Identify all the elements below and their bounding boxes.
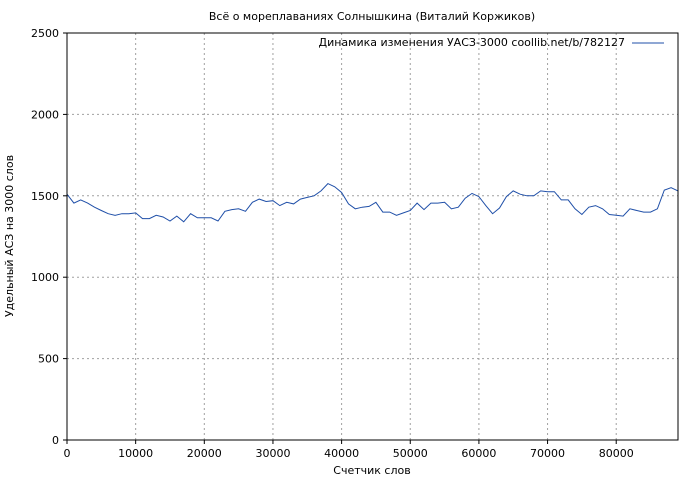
x-tick-label: 40000	[324, 447, 359, 460]
series-layer	[66, 182, 679, 223]
x-tick-label: 30000	[255, 447, 290, 460]
y-tick-label: 500	[38, 353, 59, 366]
x-tick-label: 70000	[530, 447, 565, 460]
y-tick-label: 2000	[31, 108, 59, 121]
x-tick-label: 20000	[187, 447, 222, 460]
x-tick-label: 80000	[599, 447, 634, 460]
y-tick-label: 1500	[31, 190, 59, 203]
plot-frame	[66, 32, 679, 441]
legend: Динамика изменения УАСЗ-3000 coollib.net…	[319, 36, 664, 49]
series-line	[66, 182, 679, 223]
y-tick-label: 2500	[31, 27, 59, 40]
y-tick-label: 1000	[31, 271, 59, 284]
chart-title: Всё о мореплаваниях Солнышкина (Виталий …	[209, 10, 535, 23]
y-axis-label: Удельный АСЗ на 3000 слов	[3, 155, 16, 317]
x-tick-label: 60000	[461, 447, 496, 460]
grid	[66, 32, 678, 441]
x-tick-label: 50000	[393, 447, 428, 460]
x-axis-label: Счетчик слов	[333, 464, 410, 477]
y-tick-label: 0	[52, 434, 59, 447]
x-tick-label: 10000	[118, 447, 153, 460]
axis-ticks: 0 10000 20000 30000 40000 50000 60000 70000 8000…	[31, 27, 634, 460]
x-tick-label: 0	[64, 447, 71, 460]
legend-label: Динамика изменения УАСЗ-3000 coollib.net…	[319, 36, 626, 49]
